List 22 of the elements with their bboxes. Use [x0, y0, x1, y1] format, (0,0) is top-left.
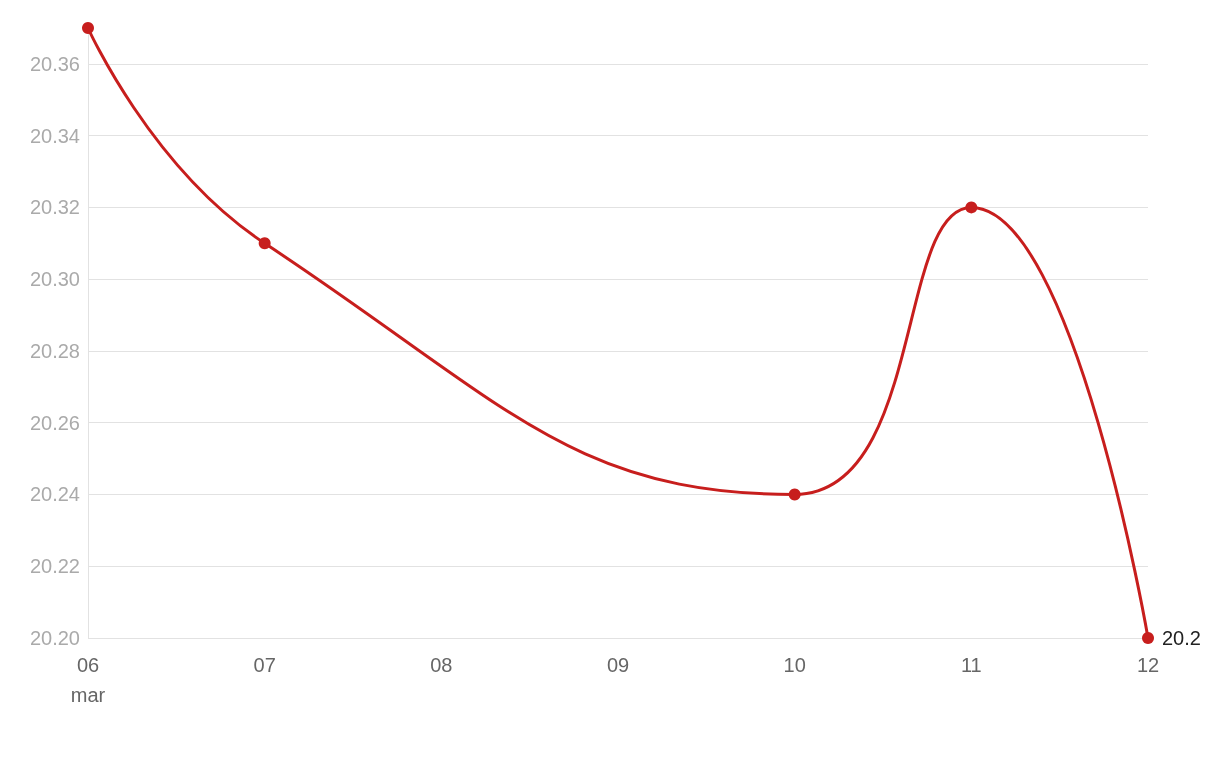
x-tick-label: 11	[960, 654, 982, 676]
x-tick-label: 07	[253, 654, 276, 676]
y-tick-label: 20.20	[29, 627, 80, 649]
y-tick-label: 20.34	[29, 124, 80, 147]
y-tick-label: 20.28	[29, 339, 80, 362]
x-tick-label: 09	[606, 654, 630, 676]
y-tick-label: 20.24	[29, 483, 80, 506]
x-tick-label: 08	[430, 654, 453, 676]
y-tick-label: 20.32	[29, 196, 80, 219]
y-tick-label: 20.30	[29, 268, 80, 291]
point	[1142, 632, 1154, 644]
data-label: 20.2	[1162, 627, 1201, 649]
y-tick-label: 20.26	[29, 411, 80, 434]
y-tick-label: 20.36	[29, 52, 80, 75]
x-tick-label: 06 mar	[70, 654, 106, 706]
x-tick-label: 12	[1136, 654, 1160, 676]
point	[82, 22, 94, 34]
point	[788, 488, 801, 501]
x-tick-label: 10	[783, 654, 806, 676]
point	[965, 201, 978, 214]
y-tick-label: 20.22	[29, 555, 80, 578]
point	[258, 237, 271, 250]
